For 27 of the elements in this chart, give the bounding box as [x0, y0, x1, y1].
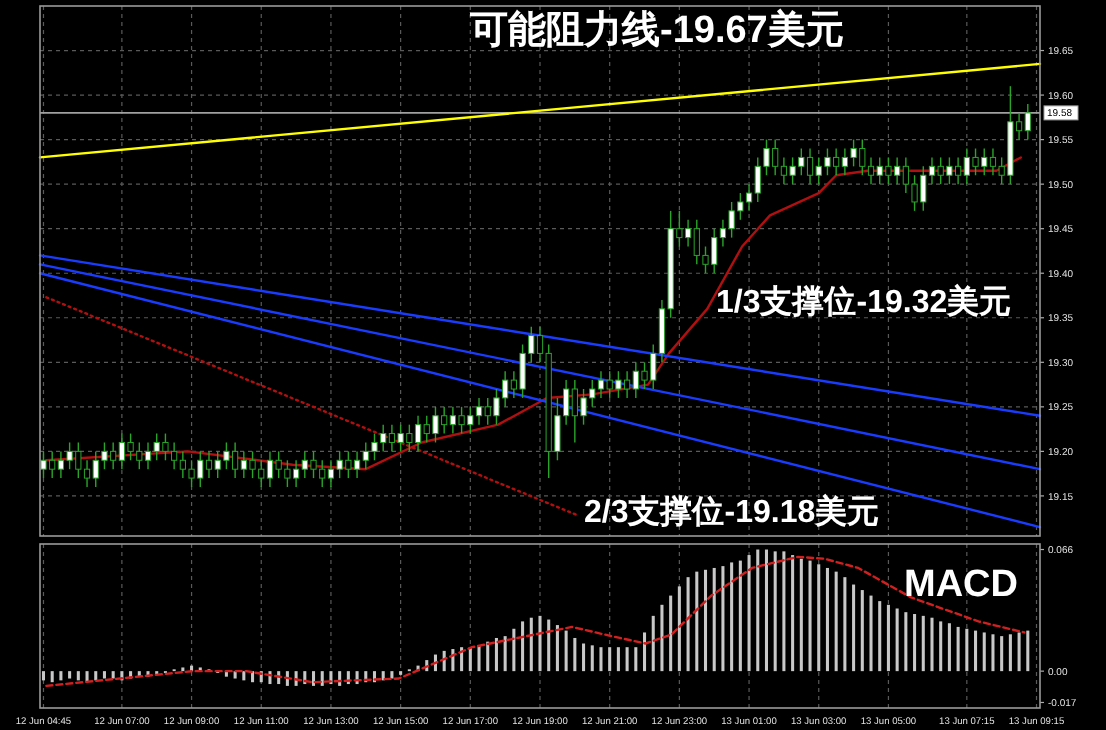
candlestick: [623, 370, 631, 399]
candlestick: [867, 156, 875, 185]
annotation: 2/3支撑位-19.18美元: [584, 492, 880, 531]
annotation: MACD: [904, 564, 1018, 607]
candlestick: [806, 147, 814, 185]
candlestick: [40, 450, 47, 479]
candlestick: [266, 450, 274, 488]
candlestick: [684, 219, 692, 248]
candlestick: [475, 397, 483, 426]
annotation: 可能阻力线-19.67美元: [468, 8, 844, 53]
candlestick: [292, 459, 300, 488]
candlestick: [414, 415, 422, 453]
annotation: 1/3支撑位-19.32美元: [716, 282, 1012, 321]
candlestick: [353, 450, 361, 479]
candlestick: [388, 423, 396, 453]
candlestick: [144, 441, 152, 470]
candlestick: [205, 450, 213, 479]
candlestick: [1024, 103, 1031, 141]
candlestick: [989, 147, 997, 176]
candlestick: [310, 450, 317, 479]
candlestick: [597, 370, 605, 399]
candlestick: [49, 450, 56, 479]
candlestick: [327, 459, 335, 488]
candlestick: [371, 432, 378, 461]
candlestick: [57, 450, 65, 479]
candlestick: [83, 459, 91, 488]
candlestick: [780, 156, 788, 185]
